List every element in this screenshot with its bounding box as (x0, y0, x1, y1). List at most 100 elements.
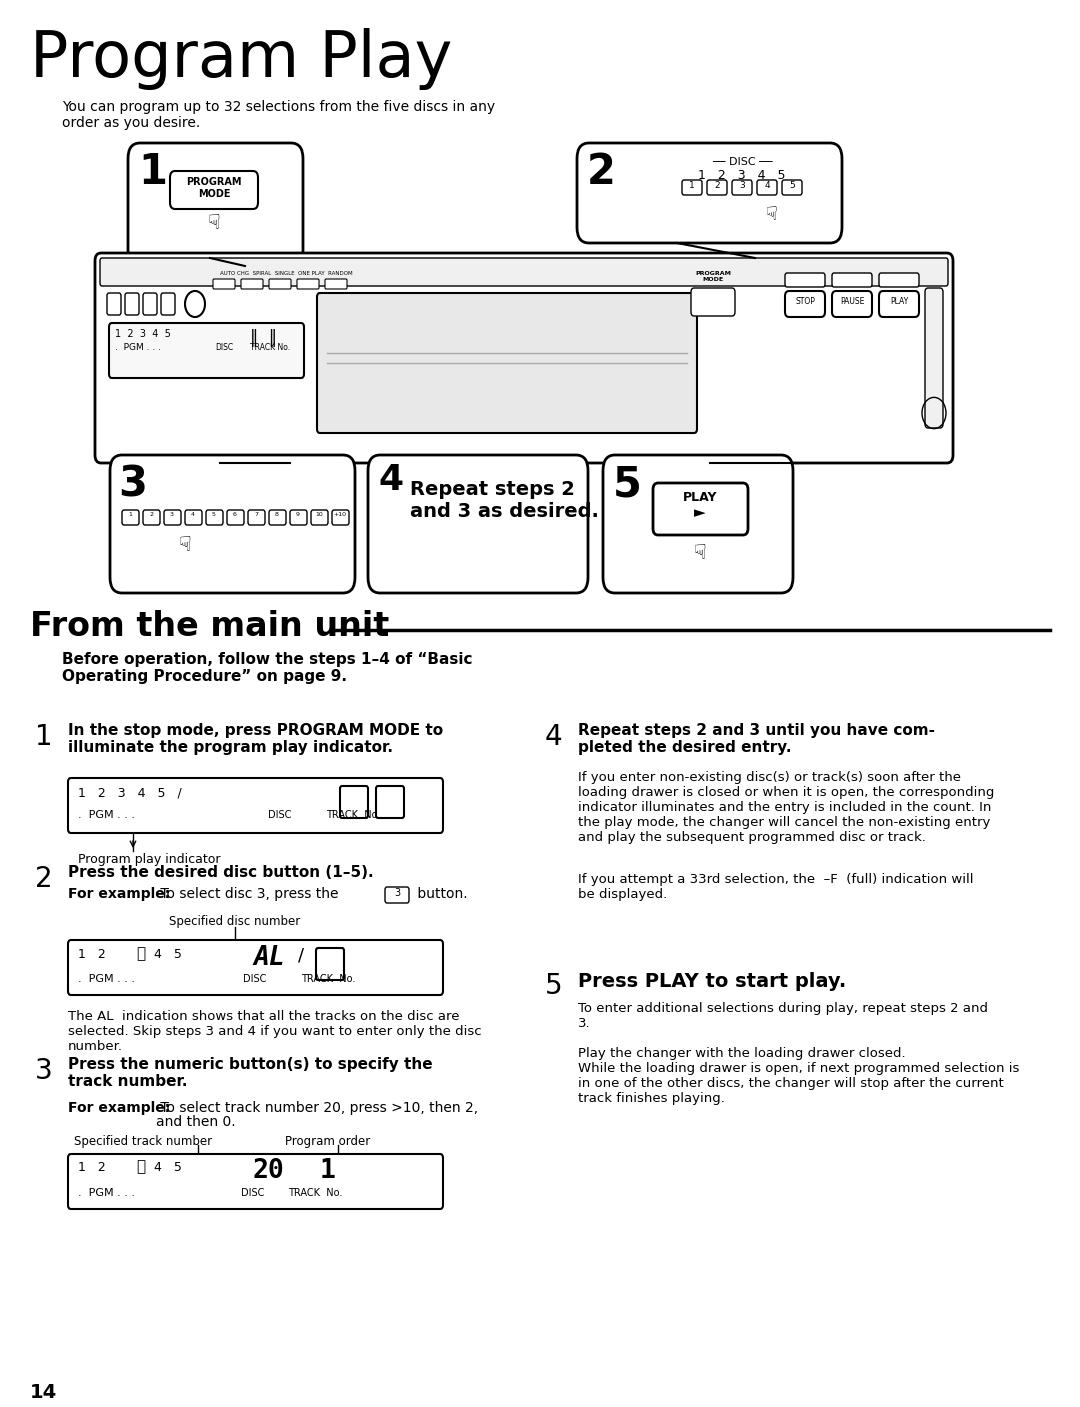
Text: and then 0.: and then 0. (156, 1114, 235, 1128)
Text: 2: 2 (588, 151, 616, 193)
Text: Specified track number: Specified track number (73, 1135, 212, 1148)
FancyBboxPatch shape (340, 787, 368, 817)
Text: 14: 14 (30, 1383, 57, 1401)
Text: Press the desired disc button (1–5).: Press the desired disc button (1–5). (68, 865, 374, 879)
Text: 3: 3 (170, 512, 174, 516)
Text: Repeat steps 2 and 3 until you have com-
pleted the desired entry.: Repeat steps 2 and 3 until you have com-… (578, 723, 935, 756)
FancyBboxPatch shape (376, 787, 404, 817)
Text: TRACK No.: TRACK No. (249, 343, 291, 352)
Text: 5: 5 (613, 463, 642, 505)
Text: 1: 1 (320, 1158, 336, 1185)
FancyBboxPatch shape (782, 180, 802, 196)
Text: 4   5: 4 5 (154, 1161, 181, 1173)
Text: ☟: ☟ (766, 205, 778, 224)
FancyBboxPatch shape (170, 172, 258, 210)
Text: PROGRAM
MODE: PROGRAM MODE (696, 272, 731, 281)
Text: 4: 4 (765, 182, 770, 190)
Text: Press the numeric button(s) to specify the
track number.: Press the numeric button(s) to specify t… (68, 1057, 433, 1089)
FancyBboxPatch shape (269, 509, 286, 525)
Text: TRACK  No.: TRACK No. (326, 810, 380, 820)
FancyBboxPatch shape (879, 273, 919, 287)
FancyBboxPatch shape (269, 279, 291, 288)
Text: PROGRAM
MODE: PROGRAM MODE (186, 177, 242, 198)
FancyBboxPatch shape (384, 886, 409, 903)
Text: ‖  ‖: ‖ ‖ (249, 329, 276, 348)
Text: You can program up to 32 selections from the five discs in any
order as you desi: You can program up to 32 selections from… (62, 100, 495, 131)
FancyBboxPatch shape (213, 279, 235, 288)
FancyBboxPatch shape (143, 509, 160, 525)
Text: TRACK  No.: TRACK No. (288, 1188, 342, 1197)
Text: 3: 3 (739, 182, 745, 190)
Text: 3: 3 (118, 463, 147, 505)
FancyBboxPatch shape (318, 293, 697, 433)
FancyBboxPatch shape (785, 291, 825, 317)
Text: 8: 8 (275, 512, 279, 516)
Text: .  PGM . . .: . PGM . . . (78, 1188, 135, 1197)
Text: PLAY: PLAY (683, 491, 717, 504)
FancyBboxPatch shape (164, 509, 181, 525)
Text: To select track number 20, press >10, then 2,: To select track number 20, press >10, th… (156, 1102, 478, 1114)
Text: 9: 9 (296, 512, 300, 516)
Text: If you attempt a 33rd selection, the  –F  (full) indication will
be displayed.: If you attempt a 33rd selection, the –F … (578, 872, 973, 900)
FancyBboxPatch shape (129, 144, 303, 266)
Text: Press PLAY to start play.: Press PLAY to start play. (578, 972, 847, 991)
Text: 1   2: 1 2 (78, 948, 106, 961)
Text: For example:: For example: (68, 1102, 171, 1114)
Text: ►: ► (694, 505, 706, 521)
FancyBboxPatch shape (577, 144, 842, 243)
FancyBboxPatch shape (691, 288, 735, 317)
Text: Ⓒ: Ⓒ (136, 1159, 145, 1173)
Text: DISC: DISC (215, 343, 233, 352)
Text: 10: 10 (315, 512, 323, 516)
Text: button.: button. (413, 886, 468, 900)
FancyBboxPatch shape (227, 509, 244, 525)
FancyBboxPatch shape (68, 1154, 443, 1209)
Text: ☟: ☟ (207, 212, 220, 234)
FancyBboxPatch shape (757, 180, 777, 196)
Text: 4   5: 4 5 (154, 948, 181, 961)
FancyBboxPatch shape (707, 180, 727, 196)
Text: 1   2: 1 2 (78, 1161, 106, 1173)
FancyBboxPatch shape (68, 778, 443, 833)
Text: 1: 1 (129, 512, 132, 516)
Text: .  PGM . . .: . PGM . . . (78, 974, 135, 983)
Text: DISC: DISC (268, 810, 292, 820)
FancyBboxPatch shape (332, 509, 349, 525)
FancyBboxPatch shape (110, 454, 355, 592)
FancyBboxPatch shape (206, 509, 222, 525)
FancyBboxPatch shape (248, 509, 265, 525)
Text: If you enter non-existing disc(s) or track(s) soon after the
loading drawer is c: If you enter non-existing disc(s) or tra… (578, 771, 995, 844)
Text: .  PGM . . .: . PGM . . . (114, 343, 161, 352)
Text: 2: 2 (35, 865, 53, 893)
FancyBboxPatch shape (603, 454, 793, 592)
FancyBboxPatch shape (732, 180, 752, 196)
Text: 3: 3 (35, 1057, 53, 1085)
Text: To enter additional selections during play, repeat steps 2 and
3.

Play the chan: To enter additional selections during pl… (578, 1002, 1020, 1104)
Text: The AL  indication shows that all the tracks on the disc are
selected. Skip step: The AL indication shows that all the tra… (68, 1010, 482, 1052)
FancyBboxPatch shape (785, 273, 825, 287)
FancyBboxPatch shape (297, 279, 319, 288)
Text: 5: 5 (545, 972, 563, 1000)
FancyBboxPatch shape (241, 279, 264, 288)
FancyBboxPatch shape (185, 509, 202, 525)
Text: Program order: Program order (285, 1135, 370, 1148)
Text: Before operation, follow the steps 1–4 of “Basic
Operating Procedure” on page 9.: Before operation, follow the steps 1–4 o… (62, 651, 473, 684)
Text: 2: 2 (149, 512, 153, 516)
Text: TRACK  No.: TRACK No. (301, 974, 355, 983)
Text: DISC: DISC (243, 974, 267, 983)
FancyBboxPatch shape (109, 324, 303, 378)
FancyBboxPatch shape (161, 293, 175, 315)
Text: 6: 6 (233, 512, 237, 516)
Text: 5: 5 (212, 512, 216, 516)
Text: 20: 20 (253, 1158, 285, 1185)
Text: Program Play: Program Play (30, 28, 453, 90)
Text: 1: 1 (138, 151, 167, 193)
Text: ☟: ☟ (693, 543, 706, 563)
Text: AUTO CHG  SPIRAL  SINGLE  ONE PLAY  RANDOM: AUTO CHG SPIRAL SINGLE ONE PLAY RANDOM (220, 272, 353, 276)
Text: 1   2   3   4   5: 1 2 3 4 5 (699, 169, 786, 182)
FancyBboxPatch shape (143, 293, 157, 315)
Text: PAUSE: PAUSE (840, 297, 864, 305)
FancyBboxPatch shape (325, 279, 347, 288)
Text: 1  2  3  4  5: 1 2 3 4 5 (114, 329, 171, 339)
FancyBboxPatch shape (311, 509, 328, 525)
